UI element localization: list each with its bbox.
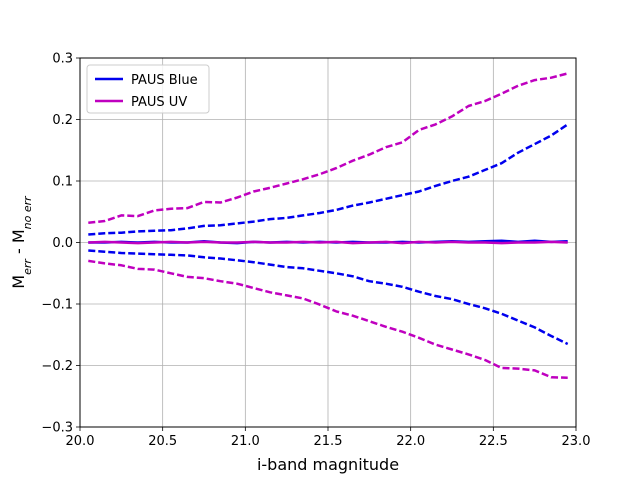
x-tick-label: 20.0 [66,434,95,449]
series-line-paus-uv-median [88,240,568,245]
y-axis-label-sub1: err [21,258,34,275]
x-tick-label: 23.0 [562,434,591,449]
y-tick-label: 0.0 [52,236,73,251]
x-tick-label: 22.0 [396,434,425,449]
series-line-paus-uv-upper [88,72,569,225]
legend: PAUS Blue PAUS UV [86,64,210,114]
series-line-paus-blue-upper [88,123,569,236]
y-axis-label-base: M [9,275,28,289]
x-axis-label: i-band magnitude [257,455,399,474]
x-tick-label: 21.5 [314,434,343,449]
series-line-paus-blue-lower [88,249,569,346]
y-tick-label: −0.1 [41,298,73,313]
x-tick-label: 22.5 [479,434,508,449]
legend-label-paus-blue: PAUS Blue [131,73,198,88]
y-tick-label: 0.3 [52,52,73,67]
ticks: 20.0 20.5 21.0 21.5 22.0 22.5 23.0 −0.3 −0.2 −0.1… [41,52,590,450]
series-line-paus-uv-lower [88,259,568,380]
y-axis-label: Merr - Mno err [9,195,34,289]
y-tick-label: −0.2 [41,359,73,374]
y-tick-label: 0.1 [52,175,73,190]
x-tick-label: 21.0 [231,434,260,449]
y-axis-label-sub2: no err [21,195,34,229]
series-layer [88,72,569,380]
y-axis-label-mid: - M [9,229,28,259]
legend-label-paus-uv: PAUS UV [131,95,187,110]
y-tick-label: −0.3 [41,421,73,436]
y-tick-label: 0.2 [52,113,73,128]
x-tick-label: 20.5 [148,434,177,449]
